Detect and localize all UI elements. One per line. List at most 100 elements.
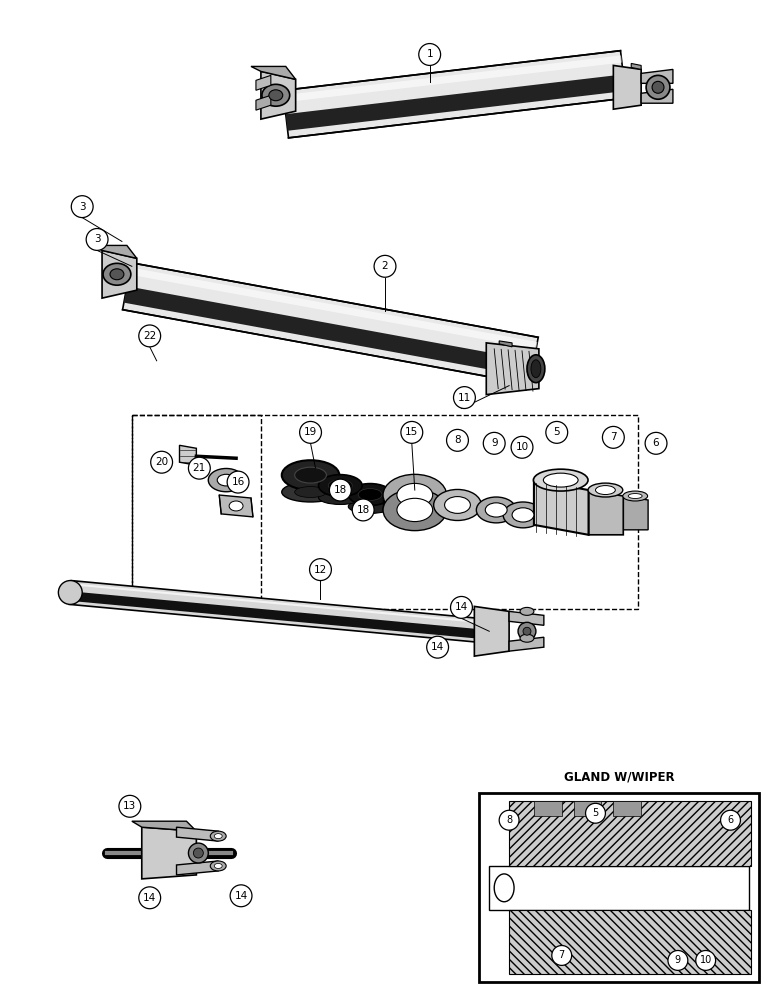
Text: 5: 5 — [554, 427, 560, 437]
Polygon shape — [102, 250, 137, 298]
Circle shape — [518, 622, 536, 640]
Circle shape — [194, 848, 203, 858]
Text: 10: 10 — [516, 442, 529, 452]
Circle shape — [330, 479, 351, 501]
Text: 10: 10 — [699, 955, 712, 965]
Text: 8: 8 — [506, 815, 512, 825]
Text: 7: 7 — [559, 950, 565, 960]
Polygon shape — [92, 245, 137, 258]
Ellipse shape — [383, 474, 446, 516]
Polygon shape — [631, 63, 642, 69]
Polygon shape — [251, 66, 296, 79]
Text: 15: 15 — [405, 427, 418, 437]
Polygon shape — [177, 861, 218, 875]
Polygon shape — [180, 445, 196, 465]
Text: 9: 9 — [491, 438, 497, 448]
Circle shape — [139, 325, 161, 347]
Ellipse shape — [503, 502, 543, 528]
Text: 5: 5 — [592, 808, 598, 818]
Text: 14: 14 — [455, 602, 468, 612]
Ellipse shape — [295, 487, 327, 498]
Circle shape — [645, 432, 667, 454]
Text: 7: 7 — [610, 432, 617, 442]
Text: 1: 1 — [426, 49, 433, 59]
Ellipse shape — [486, 503, 507, 517]
Ellipse shape — [348, 484, 392, 505]
Ellipse shape — [319, 475, 362, 497]
Polygon shape — [123, 263, 538, 384]
Circle shape — [300, 421, 321, 443]
Ellipse shape — [531, 360, 541, 378]
Polygon shape — [613, 65, 642, 109]
Ellipse shape — [527, 355, 545, 383]
Ellipse shape — [215, 834, 222, 839]
Circle shape — [119, 795, 141, 817]
Ellipse shape — [348, 500, 392, 513]
Ellipse shape — [319, 491, 362, 504]
Ellipse shape — [383, 498, 446, 522]
Ellipse shape — [533, 469, 588, 491]
Circle shape — [668, 950, 688, 970]
Text: 14: 14 — [235, 891, 248, 901]
Text: 22: 22 — [143, 331, 157, 341]
Circle shape — [401, 421, 423, 443]
Bar — [132, 415, 638, 609]
Ellipse shape — [520, 607, 534, 615]
Ellipse shape — [628, 494, 642, 499]
Text: 3: 3 — [93, 234, 100, 244]
Polygon shape — [261, 71, 296, 119]
Text: 14: 14 — [431, 642, 444, 652]
Text: 13: 13 — [124, 801, 137, 811]
Polygon shape — [177, 827, 218, 841]
Ellipse shape — [476, 497, 516, 523]
Bar — [479, 793, 760, 982]
Ellipse shape — [282, 460, 340, 490]
Ellipse shape — [494, 874, 514, 902]
Ellipse shape — [217, 474, 235, 486]
Polygon shape — [142, 827, 196, 879]
Circle shape — [188, 843, 208, 863]
Bar — [534, 801, 562, 816]
Circle shape — [227, 471, 249, 493]
Circle shape — [418, 44, 441, 65]
Circle shape — [585, 803, 605, 823]
Ellipse shape — [210, 831, 226, 841]
Text: 6: 6 — [653, 438, 659, 448]
Polygon shape — [486, 343, 539, 395]
Circle shape — [652, 81, 664, 93]
Text: 8: 8 — [454, 435, 461, 445]
Circle shape — [511, 436, 533, 458]
Circle shape — [310, 559, 331, 581]
Polygon shape — [69, 591, 489, 640]
Polygon shape — [588, 490, 623, 535]
Circle shape — [374, 255, 396, 277]
Circle shape — [602, 426, 625, 448]
Ellipse shape — [623, 491, 648, 501]
Text: 11: 11 — [458, 393, 471, 403]
Polygon shape — [642, 89, 673, 103]
Bar — [613, 801, 642, 816]
Circle shape — [451, 596, 472, 618]
Ellipse shape — [588, 483, 623, 497]
Polygon shape — [283, 51, 626, 138]
Ellipse shape — [210, 861, 226, 871]
Circle shape — [720, 810, 740, 830]
Circle shape — [523, 627, 531, 635]
Circle shape — [552, 946, 571, 965]
Polygon shape — [256, 75, 271, 90]
Ellipse shape — [295, 467, 327, 483]
Circle shape — [696, 950, 716, 970]
Text: 19: 19 — [304, 427, 317, 437]
Ellipse shape — [328, 480, 352, 492]
Polygon shape — [256, 95, 271, 110]
Circle shape — [352, 499, 374, 521]
Circle shape — [86, 229, 108, 250]
Polygon shape — [474, 606, 509, 656]
Circle shape — [453, 387, 476, 409]
Text: 2: 2 — [381, 261, 388, 271]
Polygon shape — [132, 821, 196, 831]
Polygon shape — [509, 611, 543, 625]
Polygon shape — [124, 286, 534, 377]
Ellipse shape — [262, 84, 290, 106]
Polygon shape — [509, 637, 543, 651]
